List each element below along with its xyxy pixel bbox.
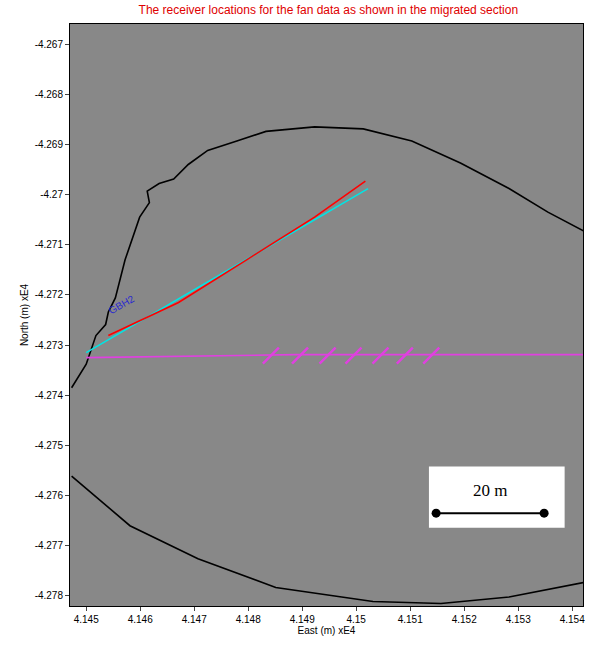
svg-text:4.151: 4.151 — [398, 614, 423, 625]
svg-text:-4.275: -4.275 — [35, 440, 64, 451]
svg-text:4.153: 4.153 — [506, 614, 531, 625]
svg-text:-4.267: -4.267 — [35, 39, 64, 50]
svg-text:-4.268: -4.268 — [35, 89, 64, 100]
svg-text:-4.269: -4.269 — [35, 139, 64, 150]
svg-text:4.152: 4.152 — [452, 614, 477, 625]
svg-text:-4.27: -4.27 — [40, 189, 63, 200]
svg-text:-4.273: -4.273 — [35, 340, 64, 351]
svg-text:4.148: 4.148 — [236, 614, 261, 625]
svg-text:-4.277: -4.277 — [35, 540, 64, 551]
svg-text:20 m: 20 m — [473, 481, 507, 500]
svg-text:East (m) xE4: East (m) xE4 — [298, 625, 356, 636]
svg-text:4.145: 4.145 — [74, 614, 99, 625]
svg-text:4.147: 4.147 — [182, 614, 207, 625]
svg-text:4.146: 4.146 — [128, 614, 153, 625]
svg-text:4.149: 4.149 — [290, 614, 315, 625]
svg-text:-4.278: -4.278 — [35, 590, 64, 601]
svg-text:GBH2: GBH2 — [107, 293, 136, 316]
svg-text:The receiver locations for the: The receiver locations for the fan data … — [139, 3, 519, 17]
svg-text:-4.271: -4.271 — [35, 239, 64, 250]
svg-text:-4.276: -4.276 — [35, 490, 64, 501]
svg-text:North (m) xE4: North (m) xE4 — [19, 283, 30, 346]
svg-text:4.154: 4.154 — [560, 614, 585, 625]
svg-text:-4.272: -4.272 — [35, 289, 64, 300]
svg-text:4.15: 4.15 — [346, 614, 366, 625]
svg-text:-4.274: -4.274 — [35, 390, 64, 401]
